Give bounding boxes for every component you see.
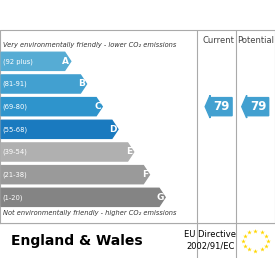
Text: England & Wales: England & Wales — [11, 233, 143, 248]
Polygon shape — [1, 188, 165, 206]
Polygon shape — [1, 75, 87, 93]
Polygon shape — [1, 98, 102, 116]
Polygon shape — [242, 95, 269, 118]
Text: Potential: Potential — [237, 36, 274, 45]
Text: E: E — [126, 148, 132, 157]
Text: Current: Current — [203, 36, 235, 45]
Text: (1-20): (1-20) — [3, 194, 23, 200]
Polygon shape — [1, 52, 71, 70]
Text: 79: 79 — [214, 100, 230, 113]
Text: C: C — [94, 102, 101, 111]
Text: B: B — [78, 79, 85, 88]
Text: (69-80): (69-80) — [3, 103, 28, 110]
Polygon shape — [1, 166, 149, 184]
Text: F: F — [142, 170, 148, 179]
Polygon shape — [1, 120, 118, 138]
Text: (92 plus): (92 plus) — [3, 58, 33, 64]
Text: 79: 79 — [250, 100, 267, 113]
Text: A: A — [62, 57, 69, 66]
Text: Environmental Impact (CO₂) Rating: Environmental Impact (CO₂) Rating — [21, 8, 254, 21]
Text: D: D — [109, 125, 117, 134]
Polygon shape — [1, 143, 134, 161]
Text: (81-91): (81-91) — [3, 81, 28, 87]
Text: Very environmentally friendly - lower CO₂ emissions: Very environmentally friendly - lower CO… — [3, 42, 177, 48]
Text: G: G — [156, 193, 164, 202]
Text: EU Directive
2002/91/EC: EU Directive 2002/91/EC — [184, 230, 236, 251]
Text: (21-38): (21-38) — [3, 171, 28, 178]
Polygon shape — [205, 95, 232, 118]
Text: (55-68): (55-68) — [3, 126, 28, 133]
Text: Not environmentally friendly - higher CO₂ emissions: Not environmentally friendly - higher CO… — [3, 210, 177, 216]
Text: (39-54): (39-54) — [3, 149, 28, 155]
